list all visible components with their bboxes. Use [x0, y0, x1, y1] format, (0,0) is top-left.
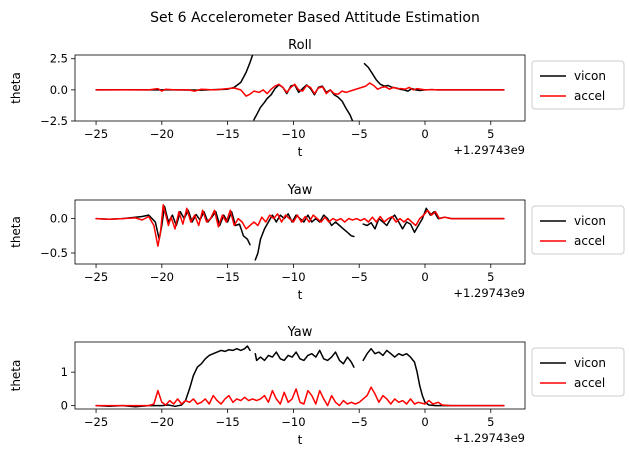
x-tick-label: −20: [150, 415, 174, 429]
axes-frame: [74, 199, 526, 265]
x-tick-label: −10: [281, 127, 305, 141]
series-line-vicon: [253, 84, 354, 121]
x-tick-label: −25: [84, 270, 108, 284]
series-line-vicon: [362, 347, 505, 407]
x-tick-label: −20: [150, 127, 174, 141]
x-tick-label: −15: [215, 270, 239, 284]
x-axis-label: t: [298, 433, 303, 447]
x-tick-label: 0: [421, 127, 428, 141]
plot-area: [95, 345, 505, 408]
series-line-accel: [95, 82, 505, 97]
legend-label-accel: accel: [574, 234, 605, 248]
legend-label-vicon: vicon: [574, 214, 606, 228]
legend: vicon accel: [531, 347, 625, 397]
axes-frame: [74, 341, 526, 410]
y-tick-label: 0.0: [50, 83, 68, 97]
x-tick-label: −15: [215, 127, 239, 141]
series-line-vicon: [362, 207, 505, 234]
legend-label-vicon: vicon: [574, 356, 606, 370]
x-offset-text: +1.29743e9: [453, 431, 525, 445]
x-axis-label: t: [298, 288, 303, 302]
plot-area: [95, 204, 505, 261]
legend-label-accel: accel: [574, 89, 605, 103]
subplot-title: Roll: [288, 38, 312, 53]
x-tick-label: −25: [84, 415, 108, 429]
series-line-vicon: [254, 213, 355, 261]
series-line-vicon: [95, 345, 251, 408]
y-axis-label: theta: [9, 72, 23, 104]
legend: vicon accel: [531, 205, 625, 255]
subplot-2: Yaw −25 −20 −15 −10 −5 0 5 −0.5 0.0 t +1.29743e9 the…: [9, 183, 625, 302]
series-line-accel: [95, 204, 505, 247]
figure-title: Set 6 Accelerometer Based Attitude Estim…: [150, 10, 480, 26]
x-tick-label: −10: [281, 415, 305, 429]
subplot-title: Yaw: [287, 183, 313, 198]
legend-box: [531, 347, 625, 397]
y-axis-label: theta: [9, 360, 23, 392]
x-tick-label: −10: [281, 270, 305, 284]
y-axis-label: theta: [9, 216, 23, 248]
y-tick-label: −0.5: [40, 246, 68, 260]
x-tick-label: 0: [421, 270, 428, 284]
series-line-vicon: [95, 205, 251, 246]
x-tick-label: 0: [421, 415, 428, 429]
x-axis-label: t: [298, 145, 303, 159]
y-tick-label: 1: [61, 365, 68, 379]
y-tick-label: 0.0: [50, 212, 68, 226]
subplot-3: Yaw −25 −20 −15 −10 −5 0 5 0 1 t +1.29743e9 theta vic…: [9, 325, 625, 447]
series-line-accel: [95, 386, 505, 407]
y-tick-label: 0: [61, 399, 68, 413]
x-tick-label: −20: [150, 270, 174, 284]
subplot-title: Yaw: [287, 325, 313, 340]
legend-box: [531, 60, 625, 110]
axes-frame: [74, 54, 526, 122]
series-line-vicon: [95, 55, 254, 91]
y-tick-label: −2.5: [40, 114, 68, 128]
x-tick-label: −25: [84, 127, 108, 141]
x-tick-label: 5: [487, 270, 494, 284]
legend-label-accel: accel: [574, 376, 605, 390]
x-offset-text: +1.29743e9: [453, 143, 525, 157]
x-tick-label: −5: [351, 270, 368, 284]
x-tick-label: −15: [215, 415, 239, 429]
x-tick-label: 5: [487, 415, 494, 429]
x-tick-label: 5: [487, 127, 494, 141]
legend: vicon accel: [531, 60, 625, 110]
series-line-vicon: [254, 349, 355, 368]
x-offset-text: +1.29743e9: [453, 286, 525, 300]
legend-label-vicon: vicon: [574, 69, 606, 83]
plot-area: [95, 55, 505, 121]
y-tick-label: 2.5: [50, 52, 68, 66]
legend-box: [531, 205, 625, 255]
x-tick-label: −5: [351, 415, 368, 429]
x-tick-label: −5: [351, 127, 368, 141]
subplot-1: Roll −25 −20 −15 −10 −5 0 5 −2.5 0.0 2.5 t +1.29743e…: [9, 38, 625, 159]
